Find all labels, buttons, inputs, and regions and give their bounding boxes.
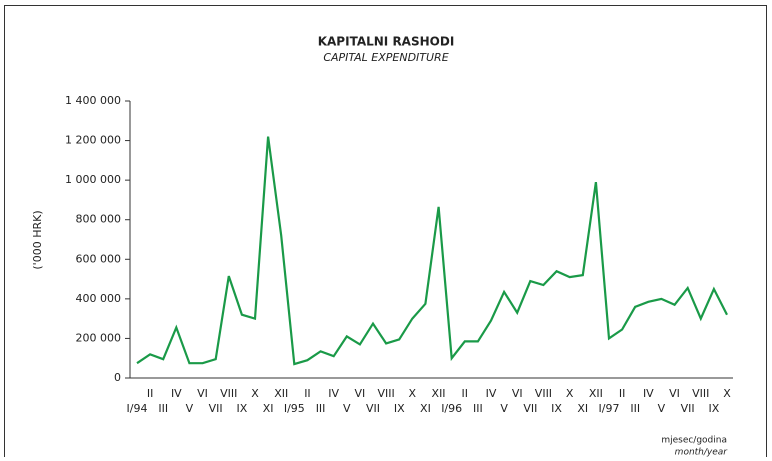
x-tick-label: VI — [512, 387, 523, 400]
x-tick-label: IX — [708, 402, 719, 415]
x-tick-label: VI — [354, 387, 365, 400]
x-axis-label-subtitle: month/year — [675, 448, 729, 458]
x-tick-label: VIII — [692, 387, 709, 400]
line — [136, 136, 728, 366]
x-tick-label: VII — [366, 402, 380, 415]
y-tick-label: 600 000 — [76, 252, 122, 265]
x-tick-label: IV — [328, 387, 339, 400]
x-tick-label: I/96 — [441, 402, 462, 415]
y-tick-label: 1 400 000 — [65, 94, 121, 107]
x-tick-label: IV — [486, 387, 497, 400]
y-tick-label: 200 000 — [76, 331, 122, 344]
x-tick-label: XI — [577, 402, 588, 415]
chart-title: KAPITALNI RASHODI — [318, 35, 455, 49]
x-tick-label: II — [619, 387, 626, 400]
x-tick-label: IX — [394, 402, 405, 415]
x-tick-label: VIII — [220, 387, 237, 400]
x-tick-label: V — [500, 402, 508, 415]
x-tick-label: III — [473, 402, 483, 415]
y-tick-label: 800 000 — [76, 213, 122, 226]
x-tick-label: X — [566, 387, 574, 400]
x-tick-label: II — [304, 387, 311, 400]
x-tick-label: XI — [263, 402, 274, 415]
x-tick-label: III — [630, 402, 640, 415]
y-tick-label: 400 000 — [76, 292, 122, 305]
x-tick-label: XI — [420, 402, 431, 415]
x-tick-label: X — [251, 387, 259, 400]
x-tick-label: VIII — [377, 387, 394, 400]
x-tick-label: XII — [432, 387, 446, 400]
y-tick-label: 1 200 000 — [65, 134, 121, 147]
x-tick-label: III — [316, 402, 326, 415]
x-tick-label: VII — [681, 402, 695, 415]
x-tick-label: I/95 — [284, 402, 305, 415]
x-tick-label: VI — [197, 387, 208, 400]
y-tick-label: 1 000 000 — [65, 173, 121, 186]
x-tick-label: VII — [523, 402, 537, 415]
y-tick-label: 0 — [114, 371, 121, 384]
chart-subtitle: CAPITAL EXPENDITURE — [323, 51, 448, 64]
x-tick-label: II — [147, 387, 154, 400]
x-tick-label: IV — [643, 387, 654, 400]
x-tick-label: XII — [589, 387, 603, 400]
x-tick-label: I/97 — [599, 402, 620, 415]
x-tick-label: III — [158, 402, 168, 415]
x-tick-label: IV — [171, 387, 182, 400]
x-tick-label: XII — [274, 387, 288, 400]
x-tick-label: V — [343, 402, 351, 415]
x-tick-label: II — [462, 387, 469, 400]
frame — [4, 5, 767, 461]
x-tick-label: VII — [209, 402, 223, 415]
x-tick-label: X — [409, 387, 417, 400]
y-axis-label: ('000 HRK) — [31, 210, 44, 269]
x-tick-label: IX — [551, 402, 562, 415]
x-tick-label: VIII — [535, 387, 552, 400]
x-tick-label: X — [723, 387, 731, 400]
x-tick-label: I/94 — [127, 402, 148, 415]
x-tick-label: V — [658, 402, 666, 415]
x-tick-label: IX — [236, 402, 247, 415]
x-tick-label: V — [186, 402, 194, 415]
x-tick-label: VI — [669, 387, 680, 400]
x-axis-label: mjesec/godina — [661, 436, 727, 446]
